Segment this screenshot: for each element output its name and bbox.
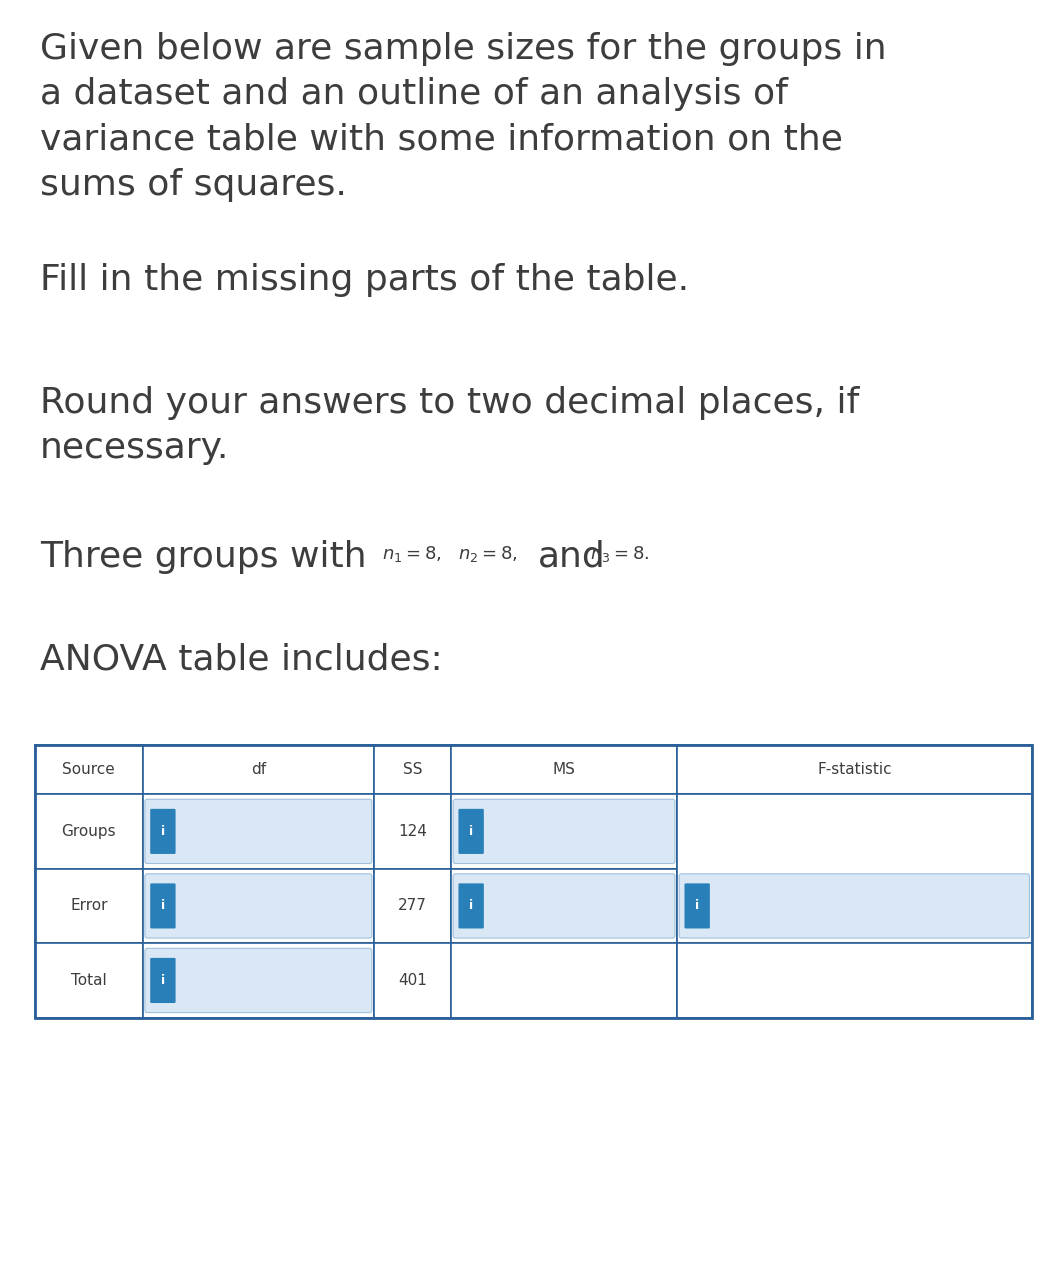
Text: Fill in the missing parts of the table.: Fill in the missing parts of the table. (40, 263, 690, 297)
Text: 124: 124 (398, 824, 427, 839)
FancyBboxPatch shape (458, 808, 484, 855)
Text: 401: 401 (398, 973, 427, 988)
Bar (35, 943, 143, 1018)
Text: 277: 277 (398, 898, 427, 914)
Bar (677, 943, 1032, 1018)
Text: $n_3 = 8.$: $n_3 = 8.$ (590, 544, 650, 564)
FancyBboxPatch shape (458, 883, 484, 929)
Text: Groups: Groups (61, 824, 116, 839)
Bar (677, 794, 1032, 943)
FancyBboxPatch shape (145, 799, 371, 864)
FancyBboxPatch shape (453, 799, 675, 864)
Text: Total: Total (71, 973, 107, 988)
Bar (35, 745, 1032, 1018)
Text: Three groups with: Three groups with (40, 540, 367, 573)
Bar (373, 943, 451, 1018)
Bar (451, 869, 677, 943)
Bar (143, 869, 373, 943)
Bar (677, 745, 1032, 794)
Bar (451, 745, 677, 794)
FancyBboxPatch shape (150, 808, 176, 855)
Text: i: i (161, 825, 165, 838)
Bar (373, 745, 451, 794)
Text: $n_1 = 8,$: $n_1 = 8,$ (382, 544, 441, 564)
Bar (143, 745, 373, 794)
Text: F-statistic: F-statistic (817, 762, 892, 777)
Bar (35, 869, 143, 943)
Bar (677, 794, 1032, 869)
FancyBboxPatch shape (453, 874, 675, 938)
FancyBboxPatch shape (150, 883, 176, 929)
Text: MS: MS (552, 762, 576, 777)
Bar (143, 794, 373, 869)
Text: i: i (161, 899, 165, 912)
Bar (143, 943, 373, 1018)
Bar (451, 943, 677, 1018)
Text: i: i (469, 899, 473, 912)
Bar (451, 794, 677, 869)
Text: i: i (469, 825, 473, 838)
Bar (35, 794, 143, 869)
Text: Round your answers to two decimal places, if
necessary.: Round your answers to two decimal places… (40, 386, 859, 465)
Bar (677, 943, 1032, 1018)
Text: Given below are sample sizes for the groups in
a dataset and an outline of an an: Given below are sample sizes for the gro… (40, 32, 887, 202)
FancyBboxPatch shape (679, 874, 1029, 938)
Text: i: i (161, 974, 165, 987)
Text: and: and (537, 540, 605, 573)
Text: $n_2 = 8,$: $n_2 = 8,$ (458, 544, 517, 564)
Text: Error: Error (70, 898, 108, 914)
Text: ANOVA table includes:: ANOVA table includes: (40, 642, 443, 676)
FancyBboxPatch shape (145, 874, 371, 938)
Text: df: df (251, 762, 266, 777)
Text: SS: SS (403, 762, 422, 777)
Bar (373, 869, 451, 943)
FancyBboxPatch shape (145, 948, 371, 1013)
FancyBboxPatch shape (150, 957, 176, 1004)
Text: i: i (695, 899, 699, 912)
FancyBboxPatch shape (685, 883, 710, 929)
Bar (677, 869, 1032, 943)
Bar (35, 745, 143, 794)
Text: Source: Source (62, 762, 115, 777)
Bar (373, 794, 451, 869)
